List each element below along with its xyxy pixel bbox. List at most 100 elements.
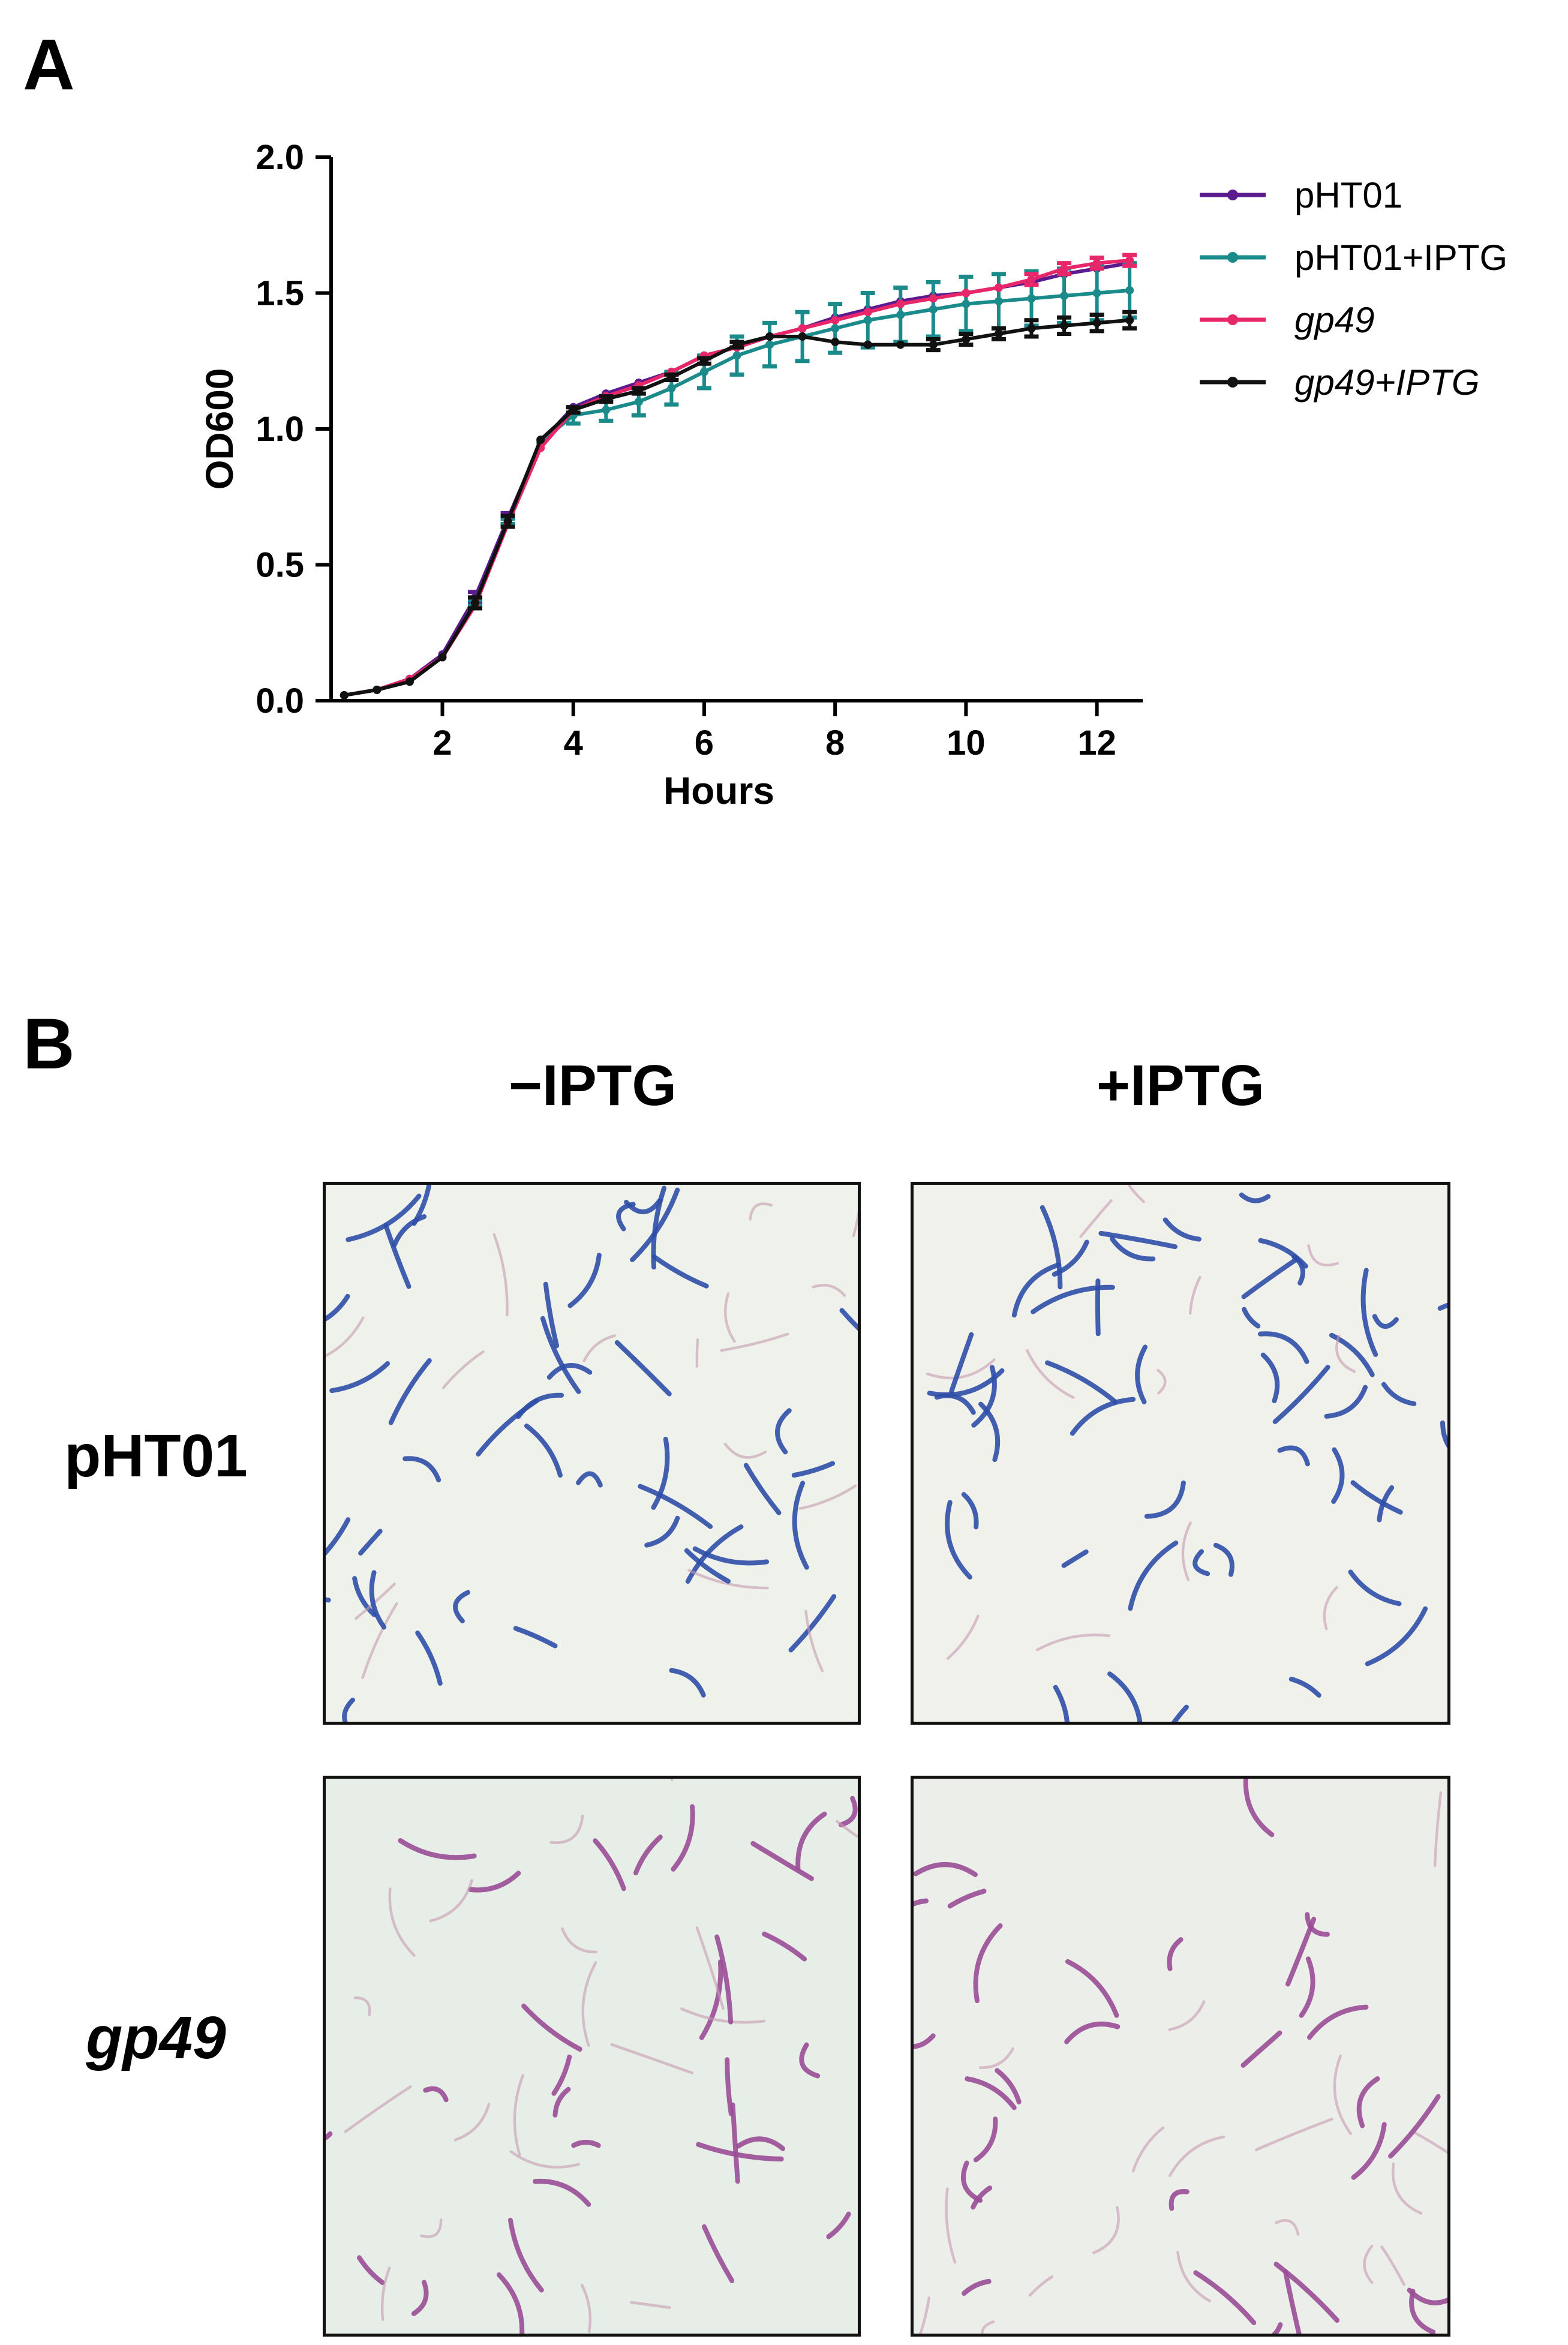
bacterium-rod [973,1923,1003,2004]
data-point [667,384,676,393]
bacterium-rod [651,1436,670,1510]
bacterium-rod [1365,1606,1428,1667]
column-header-minus-iptg: −IPTG [508,1053,677,1118]
y-tick-label: 2.0 [256,138,304,177]
bacterium-rod [496,2272,525,2334]
bacterium-rod [1363,2244,1374,2284]
bacterium-rod [581,1961,597,2047]
bacterium-rod [453,2103,491,2142]
bacterium-rod [1409,2289,1436,2334]
data-point [1092,319,1101,328]
bacterium-rod [1273,2262,1339,2323]
bacterium-rod [812,1284,846,1297]
row-label-pht01: pHT01 [64,1422,248,1490]
bacterium-rod [1242,1307,1261,1329]
bacterium-rod [1241,1256,1300,1299]
bacterium-rod [699,1959,723,2040]
data-point [798,332,807,341]
x-tick-label: 10 [947,723,986,762]
data-point [896,340,905,349]
bacterium-rod [561,1927,597,1954]
bacterium-rod [392,1214,427,1248]
bacterium-rod [388,1887,416,1957]
bacterium-rod [1388,2094,1441,2159]
bacterium-rod [415,1631,443,1686]
bacterium-rod [978,2047,1014,2069]
bacterium-rod [1277,1445,1310,1467]
bacterium-rod [1271,2322,1283,2334]
bacterium-rod [826,2211,851,2239]
bacterium-rod [630,2301,671,2310]
bacterium-rod [507,2217,544,2293]
bacterium-rod [962,2278,992,2296]
bacterium-rod [624,1197,663,1215]
bacterium-rod [852,1211,858,1238]
data-point [863,316,872,325]
bacterium-rod [791,1461,836,1478]
x-tick-label: 6 [695,723,714,762]
bacterium-rod [995,2068,1022,2104]
bacterium-rod [692,1546,770,1566]
bacterium-rod [1188,1276,1201,1315]
data-point [340,690,349,699]
micrograph-background [326,1779,858,2334]
bacterium-rod [468,1870,521,1893]
bacterium-rod [402,1456,441,1483]
bacterium-rod [342,1697,355,1722]
legend-label: pHT01+IPTG [1294,238,1507,278]
data-point [1060,292,1069,301]
series-line [344,259,1130,697]
bacterium-rod [1306,2004,1369,2040]
bacterium-rod [914,1898,929,1907]
data-point [863,308,872,317]
bacterium-rod [762,1931,807,1962]
data-point [438,653,447,662]
series-gp49 [340,253,1137,699]
bacterium-rod [1192,1549,1210,1577]
data-point [765,340,774,349]
data-point [962,299,971,308]
bacterium-rod [638,1484,713,1529]
data-point [667,373,676,382]
bacterium-rod [521,2003,582,2052]
data-point [962,289,971,298]
bacterium-rod [695,1926,725,2010]
bacterium-rod [540,1316,581,1394]
bacterium-rod [1407,2287,1447,2305]
bacterium-rod [651,1254,709,1289]
column-header-plus-iptg: +IPTG [1096,1053,1265,1118]
bacterium-rod [357,2255,385,2286]
data-point [634,397,643,406]
bacterium-rod [1031,1284,1115,1314]
bacterium-rod [571,2139,601,2148]
bacterium-rod [736,2136,786,2151]
bacterium-rod [839,1795,858,1828]
bacterium-rod [420,2218,443,2238]
micrograph-pht01-minus-iptg [323,1182,861,1725]
bacterium-rod [513,1626,558,1649]
bacterium-rod [775,1408,792,1455]
bacterium-rod [926,1358,996,1380]
legend-marker [1227,252,1238,263]
data-point [1027,275,1036,284]
bacterium-rod [610,2043,694,2074]
data-point [1027,294,1036,303]
data-point [896,299,905,308]
bacterium-rod [1079,1199,1113,1238]
micrograph-gp49-minus-iptg [323,1776,861,2337]
data-point [1092,259,1101,268]
bacterium-rod [1064,2021,1121,2044]
data-point [798,324,807,333]
bacterium-rod [1213,1542,1234,1577]
data-point [1060,321,1069,330]
data-point [602,395,611,404]
bacterium-rod [1239,1192,1271,1203]
panel-a-label: A [23,25,75,105]
bacterium-rod [687,1569,769,1590]
y-tick-label: 1.0 [256,410,304,449]
bacterium-rod [792,1481,809,1570]
x-tick-label: 4 [564,723,583,762]
data-point [405,677,414,686]
bacterium-rod [971,1365,997,1428]
bacterium-rod [799,2042,821,2079]
